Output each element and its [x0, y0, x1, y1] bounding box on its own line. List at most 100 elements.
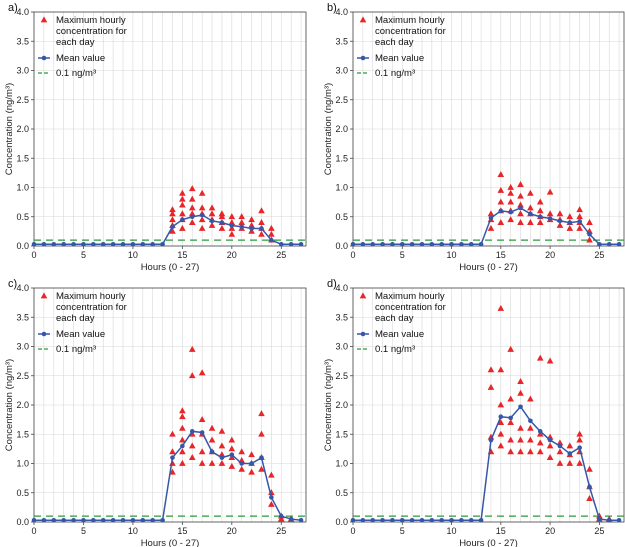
- max-hourly-point: [536, 430, 544, 437]
- mean-point: [120, 241, 126, 247]
- legend-max-label-line3: each day: [56, 37, 95, 48]
- max-hourly-point: [487, 383, 495, 390]
- max-hourly-point: [507, 418, 514, 425]
- max-hourly-point: [546, 188, 554, 195]
- mean-point: [180, 217, 185, 222]
- y-tick-label: 3.5: [16, 312, 29, 322]
- x-axis-label: Hours (0 - 27): [459, 262, 518, 273]
- max-hourly-point: [517, 378, 524, 384]
- max-hourly-point: [527, 436, 534, 443]
- mean-point: [528, 418, 533, 424]
- mean-point: [468, 241, 474, 247]
- x-tick-label: 0: [31, 250, 36, 260]
- x-tick-label: 0: [350, 250, 355, 260]
- mean-point: [547, 437, 553, 443]
- x-axis-label: Hours (0 - 27): [141, 262, 200, 273]
- mean-point: [180, 443, 185, 449]
- mean-point: [110, 517, 116, 523]
- x-tick-label: 20: [545, 250, 555, 260]
- y-axis-label: Concentration (ng/m³): [323, 83, 334, 175]
- y-tick-label: 2.5: [335, 371, 348, 381]
- legend-threshold-label: 0.1 ng/m³: [375, 68, 415, 79]
- max-hourly-point: [536, 354, 544, 361]
- max-hourly-point: [198, 416, 206, 423]
- max-hourly-point: [576, 206, 583, 213]
- legend-max-label-line1: Maximum hourly: [56, 15, 126, 26]
- max-hourly-point: [507, 216, 514, 223]
- mean-point: [370, 517, 376, 523]
- max-hourly-point: [556, 210, 564, 217]
- mean-point: [51, 517, 57, 523]
- y-tick-label: 1.5: [16, 429, 29, 439]
- x-tick-label: 15: [496, 250, 506, 260]
- mean-point: [459, 241, 464, 247]
- mean-point: [189, 214, 195, 220]
- max-hourly-point: [188, 204, 196, 211]
- max-hourly-point: [218, 427, 226, 434]
- mean-point: [518, 205, 523, 211]
- mean-line: [34, 214, 302, 245]
- legend-threshold-label: 0.1 ng/m³: [56, 344, 96, 355]
- legend-mean-label: Mean value: [375, 329, 424, 340]
- max-hourly-point: [238, 465, 246, 472]
- legend-max-marker: [359, 292, 367, 299]
- max-hourly-point: [576, 430, 583, 437]
- mean-point: [409, 241, 415, 247]
- mean-point: [409, 517, 415, 523]
- mean-point: [577, 219, 582, 224]
- y-axis-label: Concentration (ng/m³): [4, 83, 15, 175]
- max-hourly-point: [198, 189, 206, 196]
- max-hourly-point: [507, 345, 514, 352]
- legend-threshold-label: 0.1 ng/m³: [56, 68, 96, 79]
- max-hourly-point: [556, 221, 564, 228]
- max-hourly-point: [527, 424, 534, 431]
- max-hourly-point: [507, 395, 514, 402]
- max-hourly-point: [546, 357, 554, 364]
- mean-point: [71, 517, 76, 523]
- max-hourly-point: [268, 471, 275, 478]
- max-hourly-point: [179, 436, 186, 443]
- max-hourly-point: [487, 366, 495, 373]
- max-hourly-point: [527, 189, 534, 196]
- y-axis-label: Concentration (ng/m³): [323, 359, 334, 451]
- max-hourly-point: [198, 224, 206, 231]
- max-hourly-point: [198, 369, 206, 376]
- max-hourly-point: [218, 210, 226, 217]
- mean-point: [298, 241, 304, 247]
- max-hourly-point: [576, 459, 583, 466]
- y-tick-label: 1.0: [335, 459, 348, 469]
- max-hourly-point: [258, 410, 265, 417]
- max-hourly-point: [188, 345, 196, 352]
- max-hourly-point: [546, 454, 554, 461]
- max-hourly-point: [517, 219, 524, 225]
- max-hourly-point: [169, 448, 176, 455]
- mean-point: [219, 220, 225, 225]
- x-tick-label: 20: [227, 526, 237, 536]
- max-hourly-point: [228, 230, 236, 237]
- max-hourly-point: [497, 418, 505, 425]
- max-hourly-point: [188, 210, 196, 217]
- mean-point: [429, 241, 435, 247]
- max-hourly-point: [586, 465, 593, 472]
- max-hourly-point: [238, 448, 246, 455]
- max-hourly-point: [179, 210, 186, 217]
- mean-point: [249, 226, 254, 231]
- max-hourly-point: [268, 230, 275, 237]
- mean-point: [278, 513, 284, 519]
- x-tick-label: 5: [81, 250, 86, 260]
- mean-point: [160, 517, 165, 523]
- max-hourly-point: [228, 445, 236, 452]
- y-tick-label: 3.5: [335, 312, 348, 322]
- mean-point: [606, 241, 612, 247]
- chart-panel-2: 0 5 10 15 20 25 0.0 0.5 1.0 1.5 2.0 2.5 3.0 3.5 4.0 Hou…: [323, 2, 625, 273]
- mean-point: [399, 241, 405, 247]
- mean-point: [288, 516, 294, 522]
- y-tick-label: 0.5: [16, 488, 29, 498]
- mean-point: [488, 437, 494, 443]
- legend-mean-marker: [360, 331, 366, 337]
- max-hourly-point: [566, 442, 574, 449]
- mean-point: [51, 241, 57, 247]
